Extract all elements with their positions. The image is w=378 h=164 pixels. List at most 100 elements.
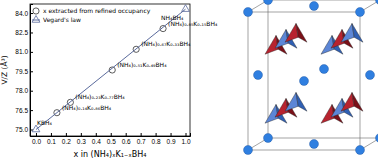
x-tick-mark [51,133,52,136]
tetrahedron [352,24,363,43]
x-tick-mark [186,133,187,136]
x-tick: 0.8 [152,133,161,145]
tetrahedron [265,36,278,55]
legend: x extracted from refined occupancyVegard… [32,7,151,24]
y-tick-label: 76.5 [15,107,28,114]
y-axis: 75.0 76.5 78.0 79.5 81.0 82.5 84.0 [15,5,33,137]
tetrahedron [352,93,363,112]
atom [244,146,253,155]
x-tick-mark [141,133,142,136]
atom [254,71,263,80]
atom [376,0,378,5]
y-tick: 79.5 [15,68,33,75]
tetrahedron [341,93,354,112]
x-tick: 0.1 [47,133,56,145]
x-tick: 0.2 [62,133,71,145]
x-axis-line [31,133,191,137]
x-tick-mark [66,133,67,136]
x-tick-mark [171,133,172,136]
y-tick-mark [30,52,33,53]
x-axis: 0.0 0.1 0.2 0.3 0.4 0.5 0.6 0.7 0.8 0.9 1.0 [31,133,191,145]
tetrahedron [285,24,298,43]
atom [376,134,378,143]
tetrahedron [321,105,334,124]
point-labels: (NH₄)₀.₁₄K₀.₈₆BH₄(NH₄)₀.₂₃K₀.₇₇BH₄(NH₄)₀… [37,14,218,125]
x-axis-title: x in (NH₄)ₓK₁₋ₓBH₄ [73,150,146,159]
tetrahedron [285,93,298,112]
point-label: KBH₄ [37,119,53,126]
y-tick: 75.0 [15,126,33,133]
x-tick-label: 0.4 [92,138,101,145]
tetrahedron [296,24,307,43]
x-tick-label: 0.5 [107,138,116,145]
crystal-structure [244,0,378,155]
x-tick: 0.6 [122,133,131,145]
x-tick: 0.7 [137,133,146,145]
x-tick-mark [156,133,157,136]
x-tick-label: 0.9 [167,138,176,145]
y-tick-mark [30,32,33,33]
x-tick-mark [36,133,37,136]
cell-edge [248,150,360,151]
atom [264,0,273,5]
cell-edge [248,12,360,13]
x-tick-mark [96,133,97,136]
x-tick-label: 0.6 [122,138,131,145]
legend-marker [33,8,39,14]
y-axis-line [31,5,34,137]
plot-area [32,5,189,132]
y-tick: 84.0 [15,10,33,17]
cell-edge [268,0,378,1]
x-tick-label: 0.0 [32,138,41,145]
x-tick-label: 1.0 [181,138,190,145]
y-tick-label: 79.5 [15,68,28,75]
atom [264,134,273,143]
legend-marker [32,16,40,23]
tetrahedron [275,99,288,118]
point-label: (NH₄)₀.₂₃K₀.₇₇BH₄ [75,93,125,100]
atom [366,71,375,80]
y-tick-mark [30,71,33,72]
point-label: NH₄BH₄ [161,14,184,21]
cell-edge [360,12,361,150]
atom [320,65,329,74]
atom [356,146,365,155]
x-tick: 0.9 [167,133,176,145]
point [182,5,190,12]
y-tick-label: 75.0 [15,126,28,133]
atom [244,8,253,17]
figure: 0.0 0.1 0.2 0.3 0.4 0.5 0.6 0.7 0.8 0.9 1.0 75.0 76.… [0,0,378,164]
cell-edge [268,138,378,139]
atom [310,2,319,11]
vegard-line [36,9,186,129]
atom [300,77,309,86]
y-tick-mark [30,13,33,14]
y-tick-mark [30,91,33,92]
y-tick: 78.0 [15,87,33,94]
x-tick-mark [111,133,112,136]
y-tick-mark [30,110,33,111]
tetrahedron [296,93,307,112]
x-tick-label: 0.1 [47,138,56,145]
y-tick-label: 78.0 [15,87,28,94]
tetrahedron [265,105,278,124]
x-tick-label: 0.2 [62,138,71,145]
x-tick-mark [126,133,127,136]
plot-frame [30,4,190,136]
tetrahedron [331,30,344,49]
x-tick-label: 0.8 [152,138,161,145]
y-tick: 81.0 [15,48,33,55]
y-tick: 82.5 [15,29,33,36]
x-tick: 0.0 [32,133,41,145]
tetrahedron [331,99,344,118]
y-tick-label: 81.0 [15,48,28,55]
x-tick-mark [81,133,82,136]
tetrahedron [321,36,334,55]
y-axis-title: V/Z (Å³) [0,55,9,84]
y-tick-label: 82.5 [15,29,28,36]
legend-label: x extracted from refined occupancy [43,7,151,15]
tetrahedron [341,24,354,43]
y-tick-label: 84.0 [15,10,28,17]
y-tick: 76.5 [15,107,33,114]
x-tick: 0.3 [77,133,86,145]
